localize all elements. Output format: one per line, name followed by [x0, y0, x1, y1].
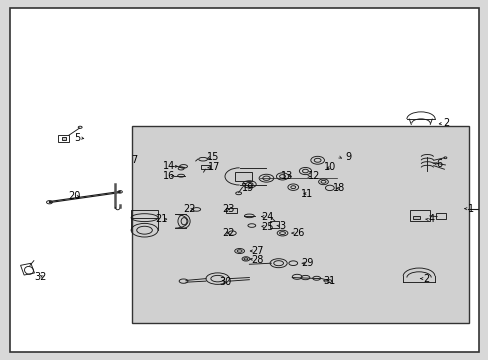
Text: 7: 7: [131, 155, 138, 165]
Text: 14: 14: [163, 161, 175, 171]
Text: 30: 30: [219, 277, 231, 287]
Bar: [131, 210, 158, 218]
Text: 13: 13: [280, 171, 292, 181]
Text: 32: 32: [35, 272, 47, 282]
Text: 27: 27: [251, 246, 264, 256]
Text: 31: 31: [323, 276, 335, 286]
Text: 19: 19: [241, 183, 254, 193]
Text: 16: 16: [163, 171, 175, 181]
Text: 12: 12: [307, 171, 319, 181]
Text: 28: 28: [251, 255, 264, 265]
Text: 21: 21: [155, 215, 167, 224]
Text: 11: 11: [300, 189, 312, 199]
Bar: [20, 263, 34, 275]
Text: 26: 26: [291, 228, 304, 238]
Bar: [200, 165, 210, 169]
Text: 5: 5: [75, 133, 81, 143]
Text: 18: 18: [332, 183, 344, 193]
Bar: [62, 137, 66, 140]
Text: 15: 15: [206, 152, 219, 162]
Text: 22: 22: [222, 228, 235, 238]
Text: 3: 3: [279, 221, 285, 231]
Bar: [435, 213, 445, 219]
Bar: [132, 126, 468, 323]
Text: 22: 22: [183, 204, 196, 215]
Bar: [58, 135, 69, 141]
Bar: [234, 172, 251, 181]
Text: 17: 17: [207, 162, 220, 172]
Text: 6: 6: [436, 159, 442, 169]
Text: 4: 4: [427, 215, 433, 224]
Text: 2: 2: [423, 274, 428, 284]
Text: 2: 2: [442, 118, 448, 128]
Text: 24: 24: [261, 212, 274, 221]
Text: 29: 29: [301, 258, 313, 268]
Bar: [226, 208, 237, 213]
Text: 20: 20: [68, 191, 81, 201]
Bar: [412, 216, 419, 220]
Text: 10: 10: [323, 162, 335, 172]
Text: 1: 1: [467, 204, 473, 214]
Bar: [270, 221, 279, 228]
Text: 23: 23: [222, 204, 235, 215]
Text: 25: 25: [261, 222, 274, 231]
Bar: [409, 211, 429, 221]
Text: 9: 9: [345, 152, 351, 162]
